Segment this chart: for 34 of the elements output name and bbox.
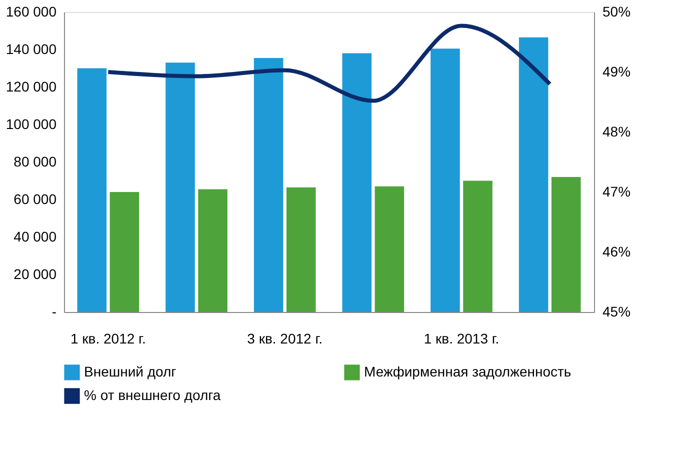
y2-tick-label: 50% bbox=[602, 4, 631, 20]
y-tick-label: 140 000 bbox=[6, 41, 57, 57]
bar bbox=[551, 177, 581, 312]
x-tick-label: 3 кв. 2012 г. bbox=[247, 330, 323, 346]
y2-tick-label: 46% bbox=[602, 244, 631, 260]
legend-label: Межфирменная задолженность bbox=[364, 363, 572, 380]
bar bbox=[166, 62, 195, 312]
x-tick-label: 1 кв. 2013 г. bbox=[424, 330, 500, 346]
y2-tick-label: 48% bbox=[602, 124, 631, 140]
y-tick-label: 100 000 bbox=[6, 116, 57, 132]
bar bbox=[463, 180, 492, 312]
y-tick-label: 20 000 bbox=[14, 266, 57, 282]
bar bbox=[342, 53, 372, 312]
y-tick-label: 80 000 bbox=[14, 154, 57, 170]
x-tick-label: 1 кв. 2012 г. bbox=[70, 330, 146, 346]
bar bbox=[286, 187, 316, 312]
y-tick-label: 120 000 bbox=[6, 78, 57, 94]
y-tick-label: 160 000 bbox=[6, 4, 57, 20]
line-series bbox=[106, 24, 552, 103]
bar bbox=[198, 189, 228, 312]
y-tick-label: 60 000 bbox=[14, 191, 57, 207]
bar bbox=[374, 186, 404, 312]
legend-label: Внешний долг bbox=[84, 363, 176, 380]
y-tick-label: - bbox=[52, 304, 57, 320]
bar bbox=[254, 58, 284, 312]
y2-tick-label: 45% bbox=[602, 304, 631, 320]
y2-tick-label: 49% bbox=[602, 64, 631, 80]
bar bbox=[518, 37, 548, 312]
legend-label: % от внешнего долга bbox=[84, 387, 221, 403]
bar bbox=[110, 192, 140, 312]
y2-tick-label: 47% bbox=[602, 184, 631, 200]
bar bbox=[430, 48, 460, 312]
y-tick-label: 40 000 bbox=[14, 228, 57, 244]
bar bbox=[77, 68, 107, 312]
